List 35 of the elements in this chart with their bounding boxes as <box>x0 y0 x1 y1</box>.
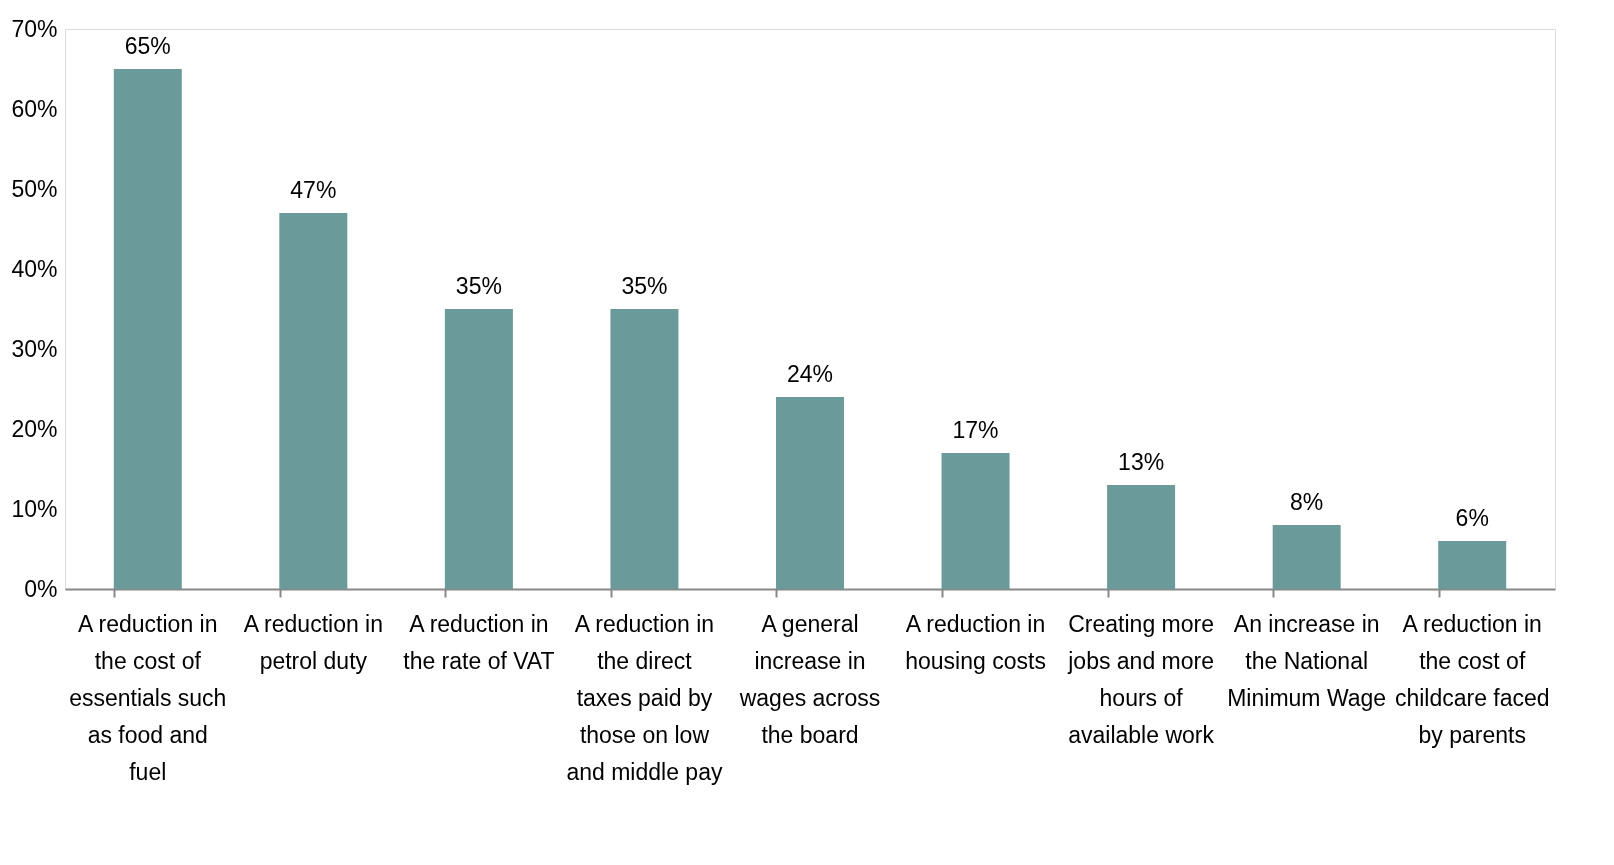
data-label: 47% <box>290 177 337 203</box>
x-tick-label: Creating more jobs and more hours of available work <box>1067 610 1215 748</box>
x-tick-label: A reduction in petrol duty <box>243 610 384 674</box>
data-label: 24% <box>786 361 834 387</box>
data-label: 17% <box>952 417 999 443</box>
bar <box>279 213 348 589</box>
bar <box>1272 525 1341 589</box>
data-label: 13% <box>1118 449 1165 475</box>
y-tick-label: 70% <box>11 15 58 42</box>
data-label: 6% <box>1455 505 1489 531</box>
data-label: 35% <box>455 273 502 299</box>
y-tick-label: 30% <box>11 335 58 362</box>
x-tick-label: An increase in the National Minimum Wage <box>1227 610 1387 711</box>
x-tick-label: A reduction in the rate of VAT <box>403 610 555 674</box>
x-tick-label: A general increase in wages across the board <box>738 610 881 748</box>
x-tick-label: A reduction in the cost of essentials such as food and fuel <box>69 610 227 785</box>
y-tick-label: 40% <box>11 255 58 282</box>
bar <box>941 453 1010 589</box>
bar <box>1438 541 1507 589</box>
bar <box>1107 485 1176 589</box>
bar <box>113 69 182 589</box>
data-label: 8% <box>1290 489 1324 515</box>
bar <box>776 397 844 589</box>
y-tick-label: 60% <box>11 95 58 122</box>
bar <box>444 309 513 589</box>
y-tick-label: 20% <box>11 415 58 442</box>
y-tick-label: 0% <box>24 575 58 602</box>
y-tick-label: 10% <box>11 495 58 522</box>
data-label: 35% <box>621 273 668 299</box>
data-label: 65% <box>124 33 171 59</box>
x-tick-label: A reduction in housing costs <box>905 610 1046 674</box>
x-tick-label: A reduction in the cost of childcare faced by parents <box>1394 610 1550 748</box>
y-tick-label: 50% <box>11 175 58 202</box>
x-tick-label: A reduction in the direct taxes paid by those on low and middle pay <box>566 610 723 785</box>
bar <box>610 309 679 589</box>
